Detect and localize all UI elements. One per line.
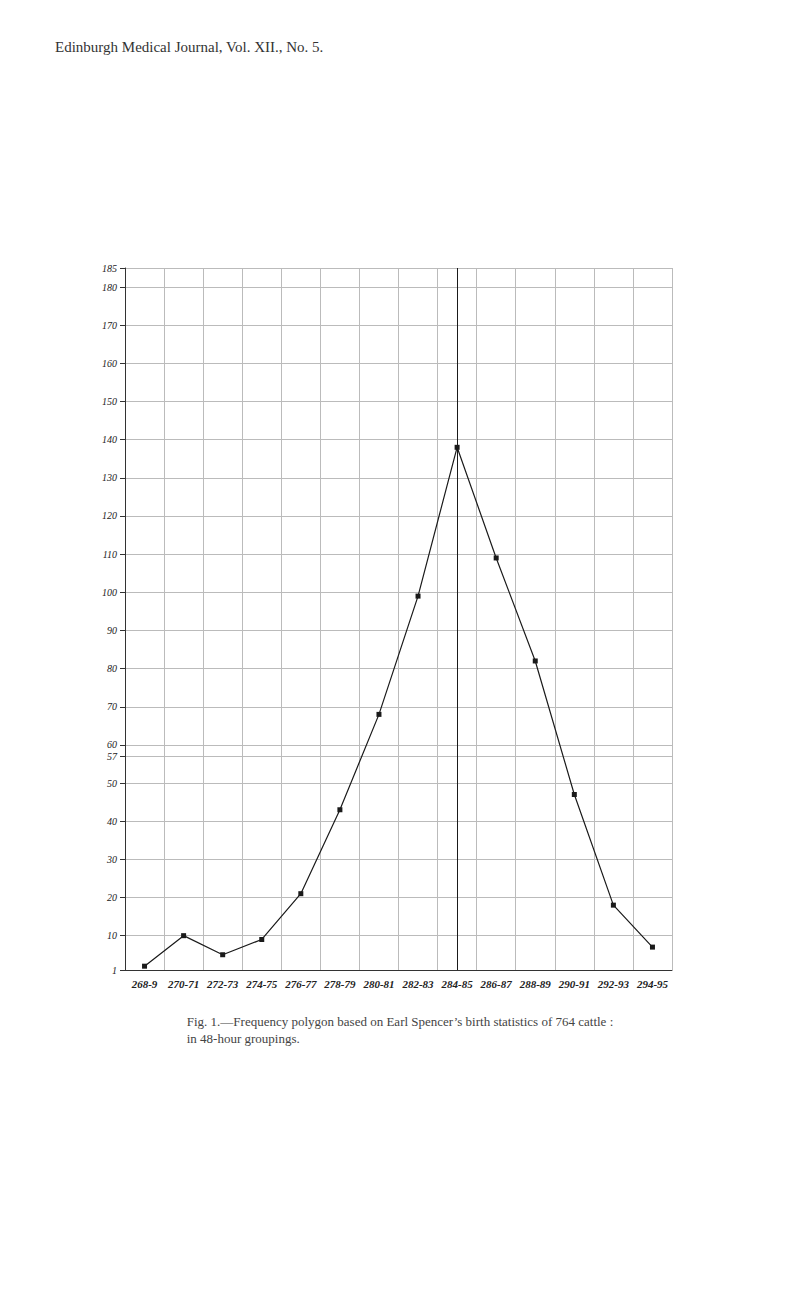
svg-text:in 48-hour groupings.: in 48-hour groupings.	[187, 1031, 300, 1046]
svg-text:272-73: 272-73	[206, 978, 239, 990]
svg-text:30: 30	[106, 854, 117, 865]
svg-text:10: 10	[107, 930, 117, 941]
svg-text:288-89: 288-89	[519, 978, 552, 990]
svg-text:292-93: 292-93	[597, 978, 630, 990]
svg-text:170: 170	[102, 320, 117, 331]
svg-text:278-79: 278-79	[323, 978, 356, 990]
svg-text:Fig. 1.—Frequency polygon base: Fig. 1.—Frequency polygon based on Earl …	[187, 1014, 614, 1029]
svg-text:268-9: 268-9	[131, 978, 158, 990]
svg-text:274-75: 274-75	[245, 978, 278, 990]
svg-text:140: 140	[102, 434, 117, 445]
svg-text:276-77: 276-77	[284, 978, 317, 990]
svg-text:294-95: 294-95	[636, 978, 669, 990]
svg-text:282-83: 282-83	[401, 978, 434, 990]
svg-text:57: 57	[107, 751, 118, 762]
svg-text:20: 20	[107, 892, 117, 903]
svg-text:150: 150	[102, 396, 117, 407]
svg-text:270-71: 270-71	[167, 978, 199, 990]
svg-text:110: 110	[103, 549, 117, 560]
svg-text:80: 80	[107, 663, 117, 674]
svg-text:Edinburgh Medical Journal, Vol: Edinburgh Medical Journal, Vol. XII., No…	[55, 39, 323, 55]
svg-text:180: 180	[102, 282, 117, 293]
svg-text:286-87: 286-87	[480, 978, 513, 990]
svg-text:70: 70	[107, 701, 117, 712]
svg-text:185: 185	[102, 263, 117, 274]
svg-text:90: 90	[107, 625, 117, 636]
svg-text:290-91: 290-91	[558, 978, 590, 990]
svg-text:1: 1	[112, 965, 117, 976]
svg-text:40: 40	[107, 816, 117, 827]
svg-text:284-85: 284-85	[441, 978, 474, 990]
svg-text:50: 50	[107, 778, 117, 789]
svg-text:60: 60	[107, 739, 117, 750]
svg-text:280-81: 280-81	[362, 978, 394, 990]
svg-text:130: 130	[102, 472, 117, 483]
svg-text:100: 100	[102, 587, 117, 598]
svg-text:160: 160	[102, 358, 117, 369]
svg-text:120: 120	[102, 510, 117, 521]
